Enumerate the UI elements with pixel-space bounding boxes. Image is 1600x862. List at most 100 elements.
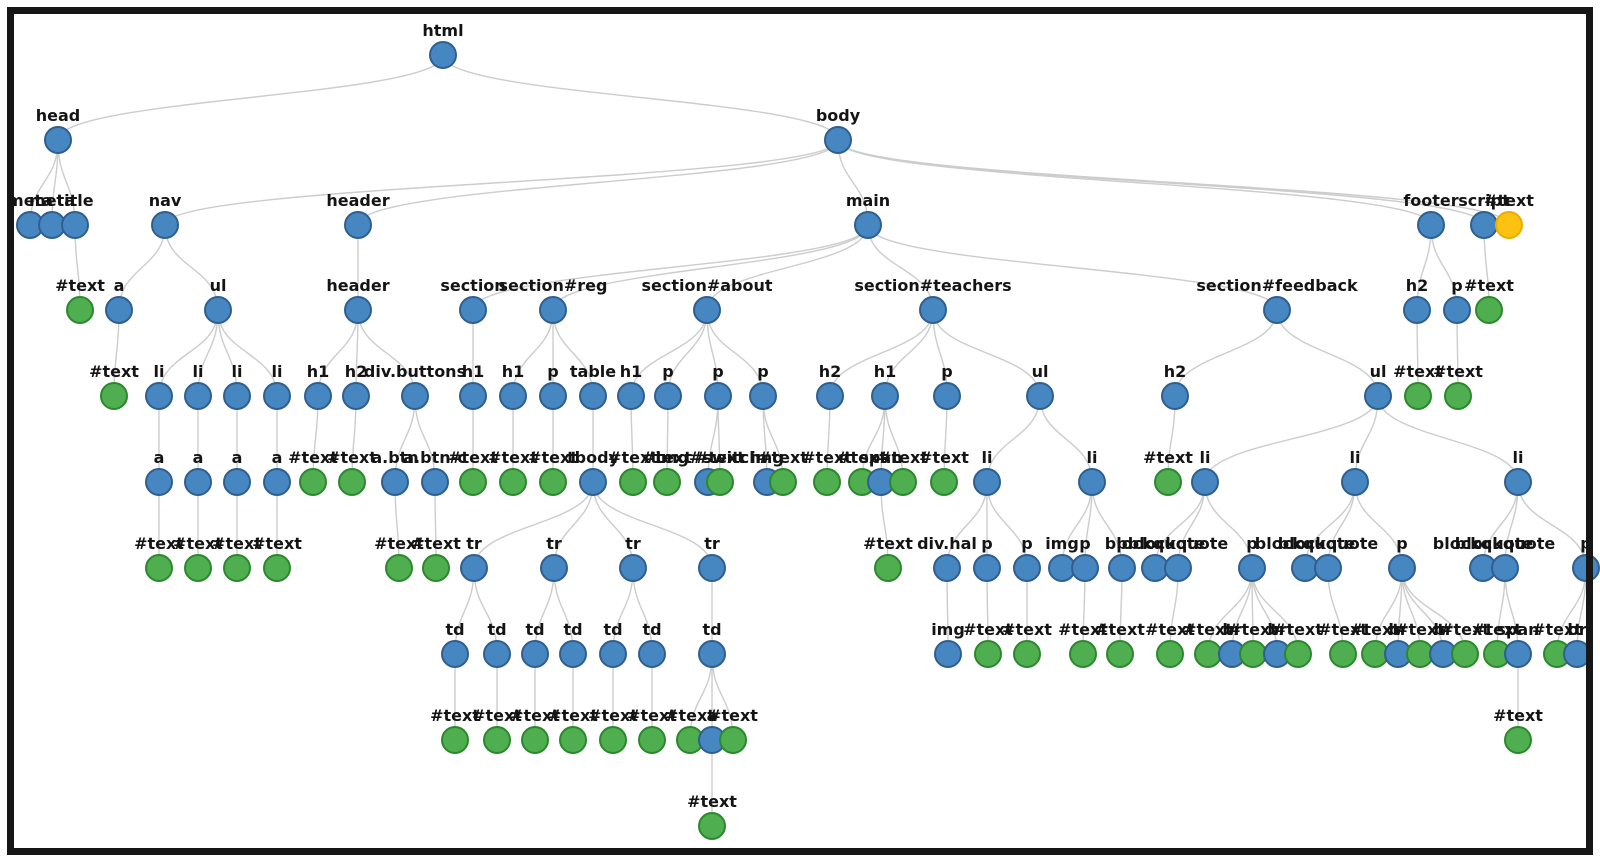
node-td-2-text[interactable] bbox=[483, 726, 511, 754]
node-teach-h1-text2[interactable] bbox=[889, 468, 917, 496]
node-fb-p1[interactable] bbox=[1238, 554, 1266, 582]
node-li-4-a[interactable] bbox=[263, 468, 291, 496]
node-teach-p-text[interactable] bbox=[930, 468, 958, 496]
node-t2-p2-text[interactable] bbox=[1106, 640, 1134, 668]
node-hdr-h1-text[interactable] bbox=[299, 468, 327, 496]
node-td-2[interactable] bbox=[483, 640, 511, 668]
node-li-2-a-text[interactable] bbox=[184, 554, 212, 582]
node-bq-2b[interactable] bbox=[1314, 554, 1342, 582]
node-about-p1[interactable] bbox=[654, 382, 682, 410]
node-nav-a-text[interactable] bbox=[100, 382, 128, 410]
node-teach-h1[interactable] bbox=[871, 382, 899, 410]
node-footer-h2-text[interactable] bbox=[1404, 382, 1432, 410]
node-li-4-a-text[interactable] bbox=[263, 554, 291, 582]
node-main[interactable] bbox=[854, 211, 882, 239]
node-about-p2-text[interactable] bbox=[706, 468, 734, 496]
node-fb-ul[interactable] bbox=[1364, 382, 1392, 410]
node-reg-h1[interactable] bbox=[499, 382, 527, 410]
node-section-reg[interactable] bbox=[539, 296, 567, 324]
node-li-1-a[interactable] bbox=[145, 468, 173, 496]
node-nav-ul[interactable] bbox=[204, 296, 232, 324]
node-sec-h1[interactable] bbox=[459, 382, 487, 410]
node-t1-p1[interactable] bbox=[973, 554, 1001, 582]
node-tr-3[interactable] bbox=[619, 554, 647, 582]
node-fb-li1[interactable] bbox=[1191, 468, 1219, 496]
node-about-p3[interactable] bbox=[749, 382, 777, 410]
node-td-1-text[interactable] bbox=[441, 726, 469, 754]
node-fb-li2[interactable] bbox=[1341, 468, 1369, 496]
node-reg-h1-text[interactable] bbox=[499, 468, 527, 496]
node-t2-p1[interactable] bbox=[1071, 554, 1099, 582]
node-li-1[interactable] bbox=[145, 382, 173, 410]
node-td-5[interactable] bbox=[599, 640, 627, 668]
node-td-5-text[interactable] bbox=[599, 726, 627, 754]
node-hdr-h2[interactable] bbox=[342, 382, 370, 410]
node-fb-span[interactable] bbox=[1504, 640, 1532, 668]
node-footer-p-text[interactable] bbox=[1444, 382, 1472, 410]
node-about-p3-text[interactable] bbox=[769, 468, 797, 496]
node-half-img[interactable] bbox=[934, 640, 962, 668]
node-fb-h2[interactable] bbox=[1161, 382, 1189, 410]
node-div-buttons[interactable] bbox=[401, 382, 429, 410]
node-teach-h2-text[interactable] bbox=[813, 468, 841, 496]
node-li-3-a-text[interactable] bbox=[223, 554, 251, 582]
node-footer-p[interactable] bbox=[1443, 296, 1471, 324]
node-tr-1[interactable] bbox=[460, 554, 488, 582]
node-nav-a[interactable] bbox=[105, 296, 133, 324]
node-tr-2[interactable] bbox=[540, 554, 568, 582]
node-teach-span-text[interactable] bbox=[874, 554, 902, 582]
node-reg-table[interactable] bbox=[579, 382, 607, 410]
node-title-text[interactable] bbox=[66, 296, 94, 324]
node-fb-p2[interactable] bbox=[1388, 554, 1416, 582]
node-fb-span-text[interactable] bbox=[1504, 726, 1532, 754]
node-section-about[interactable] bbox=[693, 296, 721, 324]
node-sec-h1-text[interactable] bbox=[459, 468, 487, 496]
node-hdr-h2-text[interactable] bbox=[338, 468, 366, 496]
node-body[interactable] bbox=[824, 126, 852, 154]
node-a-btn-c-text[interactable] bbox=[422, 554, 450, 582]
node-fb-p1-t2[interactable] bbox=[1239, 640, 1267, 668]
node-fb-h2-text[interactable] bbox=[1154, 468, 1182, 496]
node-teach-li1[interactable] bbox=[973, 468, 1001, 496]
node-tbody[interactable] bbox=[579, 468, 607, 496]
node-td-1[interactable] bbox=[441, 640, 469, 668]
node-fb-p2-t3[interactable] bbox=[1451, 640, 1479, 668]
node-section-teachers[interactable] bbox=[919, 296, 947, 324]
node-section-feedback[interactable] bbox=[1263, 296, 1291, 324]
node-header-inner[interactable] bbox=[344, 296, 372, 324]
node-fb-li3[interactable] bbox=[1504, 468, 1532, 496]
node-fb-p3-br[interactable] bbox=[1563, 640, 1591, 668]
node-a-btn-c[interactable] bbox=[421, 468, 449, 496]
node-title[interactable] bbox=[61, 211, 89, 239]
node-td-3[interactable] bbox=[521, 640, 549, 668]
node-t2-p2[interactable] bbox=[1108, 554, 1136, 582]
node-li-2[interactable] bbox=[184, 382, 212, 410]
node-a-btn[interactable] bbox=[381, 468, 409, 496]
node-li-3-a[interactable] bbox=[223, 468, 251, 496]
node-teach-h2[interactable] bbox=[816, 382, 844, 410]
node-li-4[interactable] bbox=[263, 382, 291, 410]
node-fb-p3[interactable] bbox=[1572, 554, 1600, 582]
node-teach-p[interactable] bbox=[933, 382, 961, 410]
node-t1-p2-text[interactable] bbox=[1013, 640, 1041, 668]
node-nav[interactable] bbox=[151, 211, 179, 239]
node-section-plain[interactable] bbox=[459, 296, 487, 324]
node-body-text[interactable] bbox=[1495, 211, 1523, 239]
node-half-div[interactable] bbox=[933, 554, 961, 582]
node-about-h1[interactable] bbox=[617, 382, 645, 410]
node-footer-h2[interactable] bbox=[1403, 296, 1431, 324]
node-script[interactable] bbox=[1470, 211, 1498, 239]
node-fb-p1-t1[interactable] bbox=[1194, 640, 1222, 668]
node-t1-p1-text[interactable] bbox=[974, 640, 1002, 668]
node-tr-4[interactable] bbox=[698, 554, 726, 582]
node-bq-1-text[interactable] bbox=[1156, 640, 1184, 668]
node-hdr-h1[interactable] bbox=[304, 382, 332, 410]
node-li-3[interactable] bbox=[223, 382, 251, 410]
node-li-2-a[interactable] bbox=[184, 468, 212, 496]
node-bq-2-text[interactable] bbox=[1329, 640, 1357, 668]
node-bq-3b[interactable] bbox=[1491, 554, 1519, 582]
node-header-outer[interactable] bbox=[344, 211, 372, 239]
node-head[interactable] bbox=[44, 126, 72, 154]
node-td-7[interactable] bbox=[698, 640, 726, 668]
node-footer[interactable] bbox=[1417, 211, 1445, 239]
